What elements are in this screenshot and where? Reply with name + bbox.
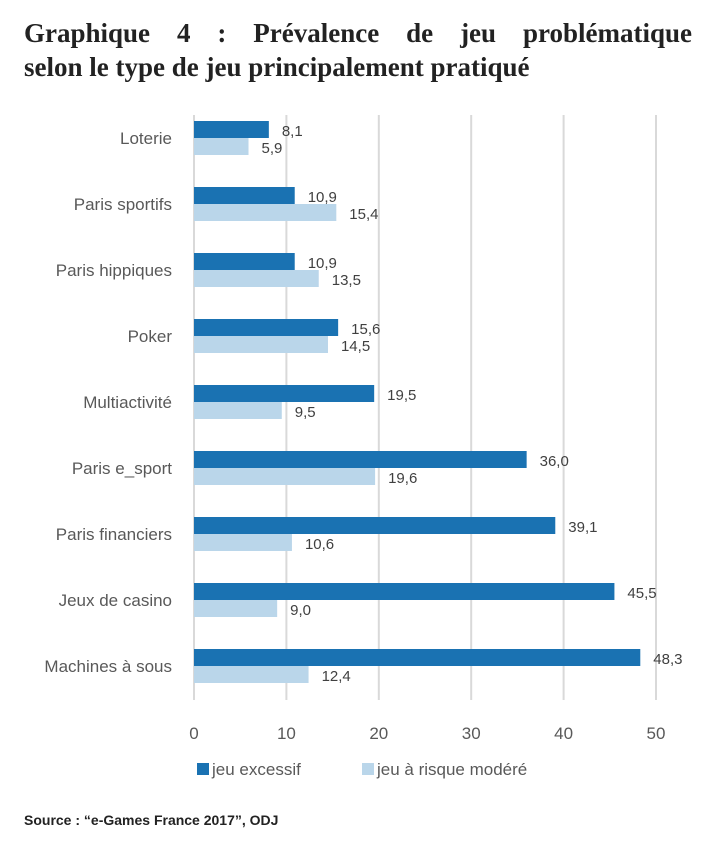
bar-jeu-risque-modere <box>194 534 292 551</box>
data-label: 19,5 <box>387 387 416 404</box>
source-note: Source : “e-Games France 2017”, ODJ <box>24 812 279 828</box>
bars <box>194 121 641 683</box>
legend-label: jeu excessif <box>211 760 301 779</box>
bar-jeu-excessif <box>194 187 295 204</box>
data-label: 8,1 <box>282 123 303 140</box>
category-label: Paris e_sport <box>72 459 172 478</box>
data-label: 12,4 <box>322 668 351 685</box>
bar-jeu-risque-modere <box>194 402 282 419</box>
x-tick-label: 30 <box>462 724 481 743</box>
category-label: Paris sportifs <box>74 195 172 214</box>
data-label: 13,5 <box>332 272 361 289</box>
data-label: 36,0 <box>540 453 569 470</box>
bar-jeu-risque-modere <box>194 600 278 617</box>
bar-jeu-risque-modere <box>194 138 249 155</box>
data-label: 14,5 <box>341 338 370 355</box>
x-tick-label: 0 <box>189 724 198 743</box>
bar-jeu-risque-modere <box>194 204 337 221</box>
category-label: Paris hippiques <box>56 261 172 280</box>
data-label: 9,0 <box>290 602 311 619</box>
data-label: 10,9 <box>308 255 337 272</box>
category-label: Poker <box>128 327 173 346</box>
category-label: Paris financiers <box>56 525 172 544</box>
category-labels: Loterie Paris sportifs Paris hippiques Poke… <box>44 129 172 676</box>
x-tick-label: 10 <box>277 724 296 743</box>
bar-jeu-excessif <box>194 319 339 336</box>
bar-jeu-excessif <box>194 451 527 468</box>
bar-jeu-excessif <box>194 583 615 600</box>
data-label: 39,1 <box>568 519 597 536</box>
x-axis-tick-labels: 0 10 20 30 40 50 <box>189 724 665 743</box>
bar-jeu-risque-modere <box>194 336 328 353</box>
x-tick-label: 20 <box>369 724 388 743</box>
data-label: 48,3 <box>653 651 682 668</box>
category-label: Machines à sous <box>44 657 172 676</box>
data-label: 5,9 <box>262 140 283 157</box>
legend-swatch <box>362 763 374 775</box>
bar-jeu-risque-modere <box>194 270 319 287</box>
chart-title-line-2: selon le type de jeu principalement prat… <box>24 52 530 82</box>
bar-jeu-excessif <box>194 385 375 402</box>
x-tick-label: 50 <box>647 724 666 743</box>
data-label: 19,6 <box>388 470 417 487</box>
legend: jeu excessif jeu à risque modéré <box>197 760 527 779</box>
chart-title-line-1: Graphique 4 : Prévalence de jeu probléma… <box>24 18 692 48</box>
bar-jeu-risque-modere <box>194 666 309 683</box>
legend-label: jeu à risque modéré <box>376 760 527 779</box>
bar-jeu-excessif <box>194 649 641 666</box>
legend-swatch <box>197 763 209 775</box>
data-label: 15,6 <box>351 321 380 338</box>
bar-jeu-excessif <box>194 517 556 534</box>
x-tick-label: 40 <box>554 724 573 743</box>
data-label: 9,5 <box>295 404 316 421</box>
bar-jeu-excessif <box>194 121 269 138</box>
data-label: 15,4 <box>349 206 378 223</box>
data-label: 10,9 <box>308 189 337 206</box>
chart-title: Graphique 4 : Prévalence de jeu probléma… <box>24 16 692 84</box>
data-label: 10,6 <box>305 536 334 553</box>
category-label: Jeux de casino <box>59 591 172 610</box>
value-labels: 8,15,910,915,410,913,515,614,519,59,536,… <box>262 123 683 685</box>
data-label: 45,5 <box>627 585 656 602</box>
bar-jeu-risque-modere <box>194 468 376 485</box>
category-label: Multiactivité <box>83 393 172 412</box>
category-label: Loterie <box>120 129 172 148</box>
bar-jeu-excessif <box>194 253 295 270</box>
